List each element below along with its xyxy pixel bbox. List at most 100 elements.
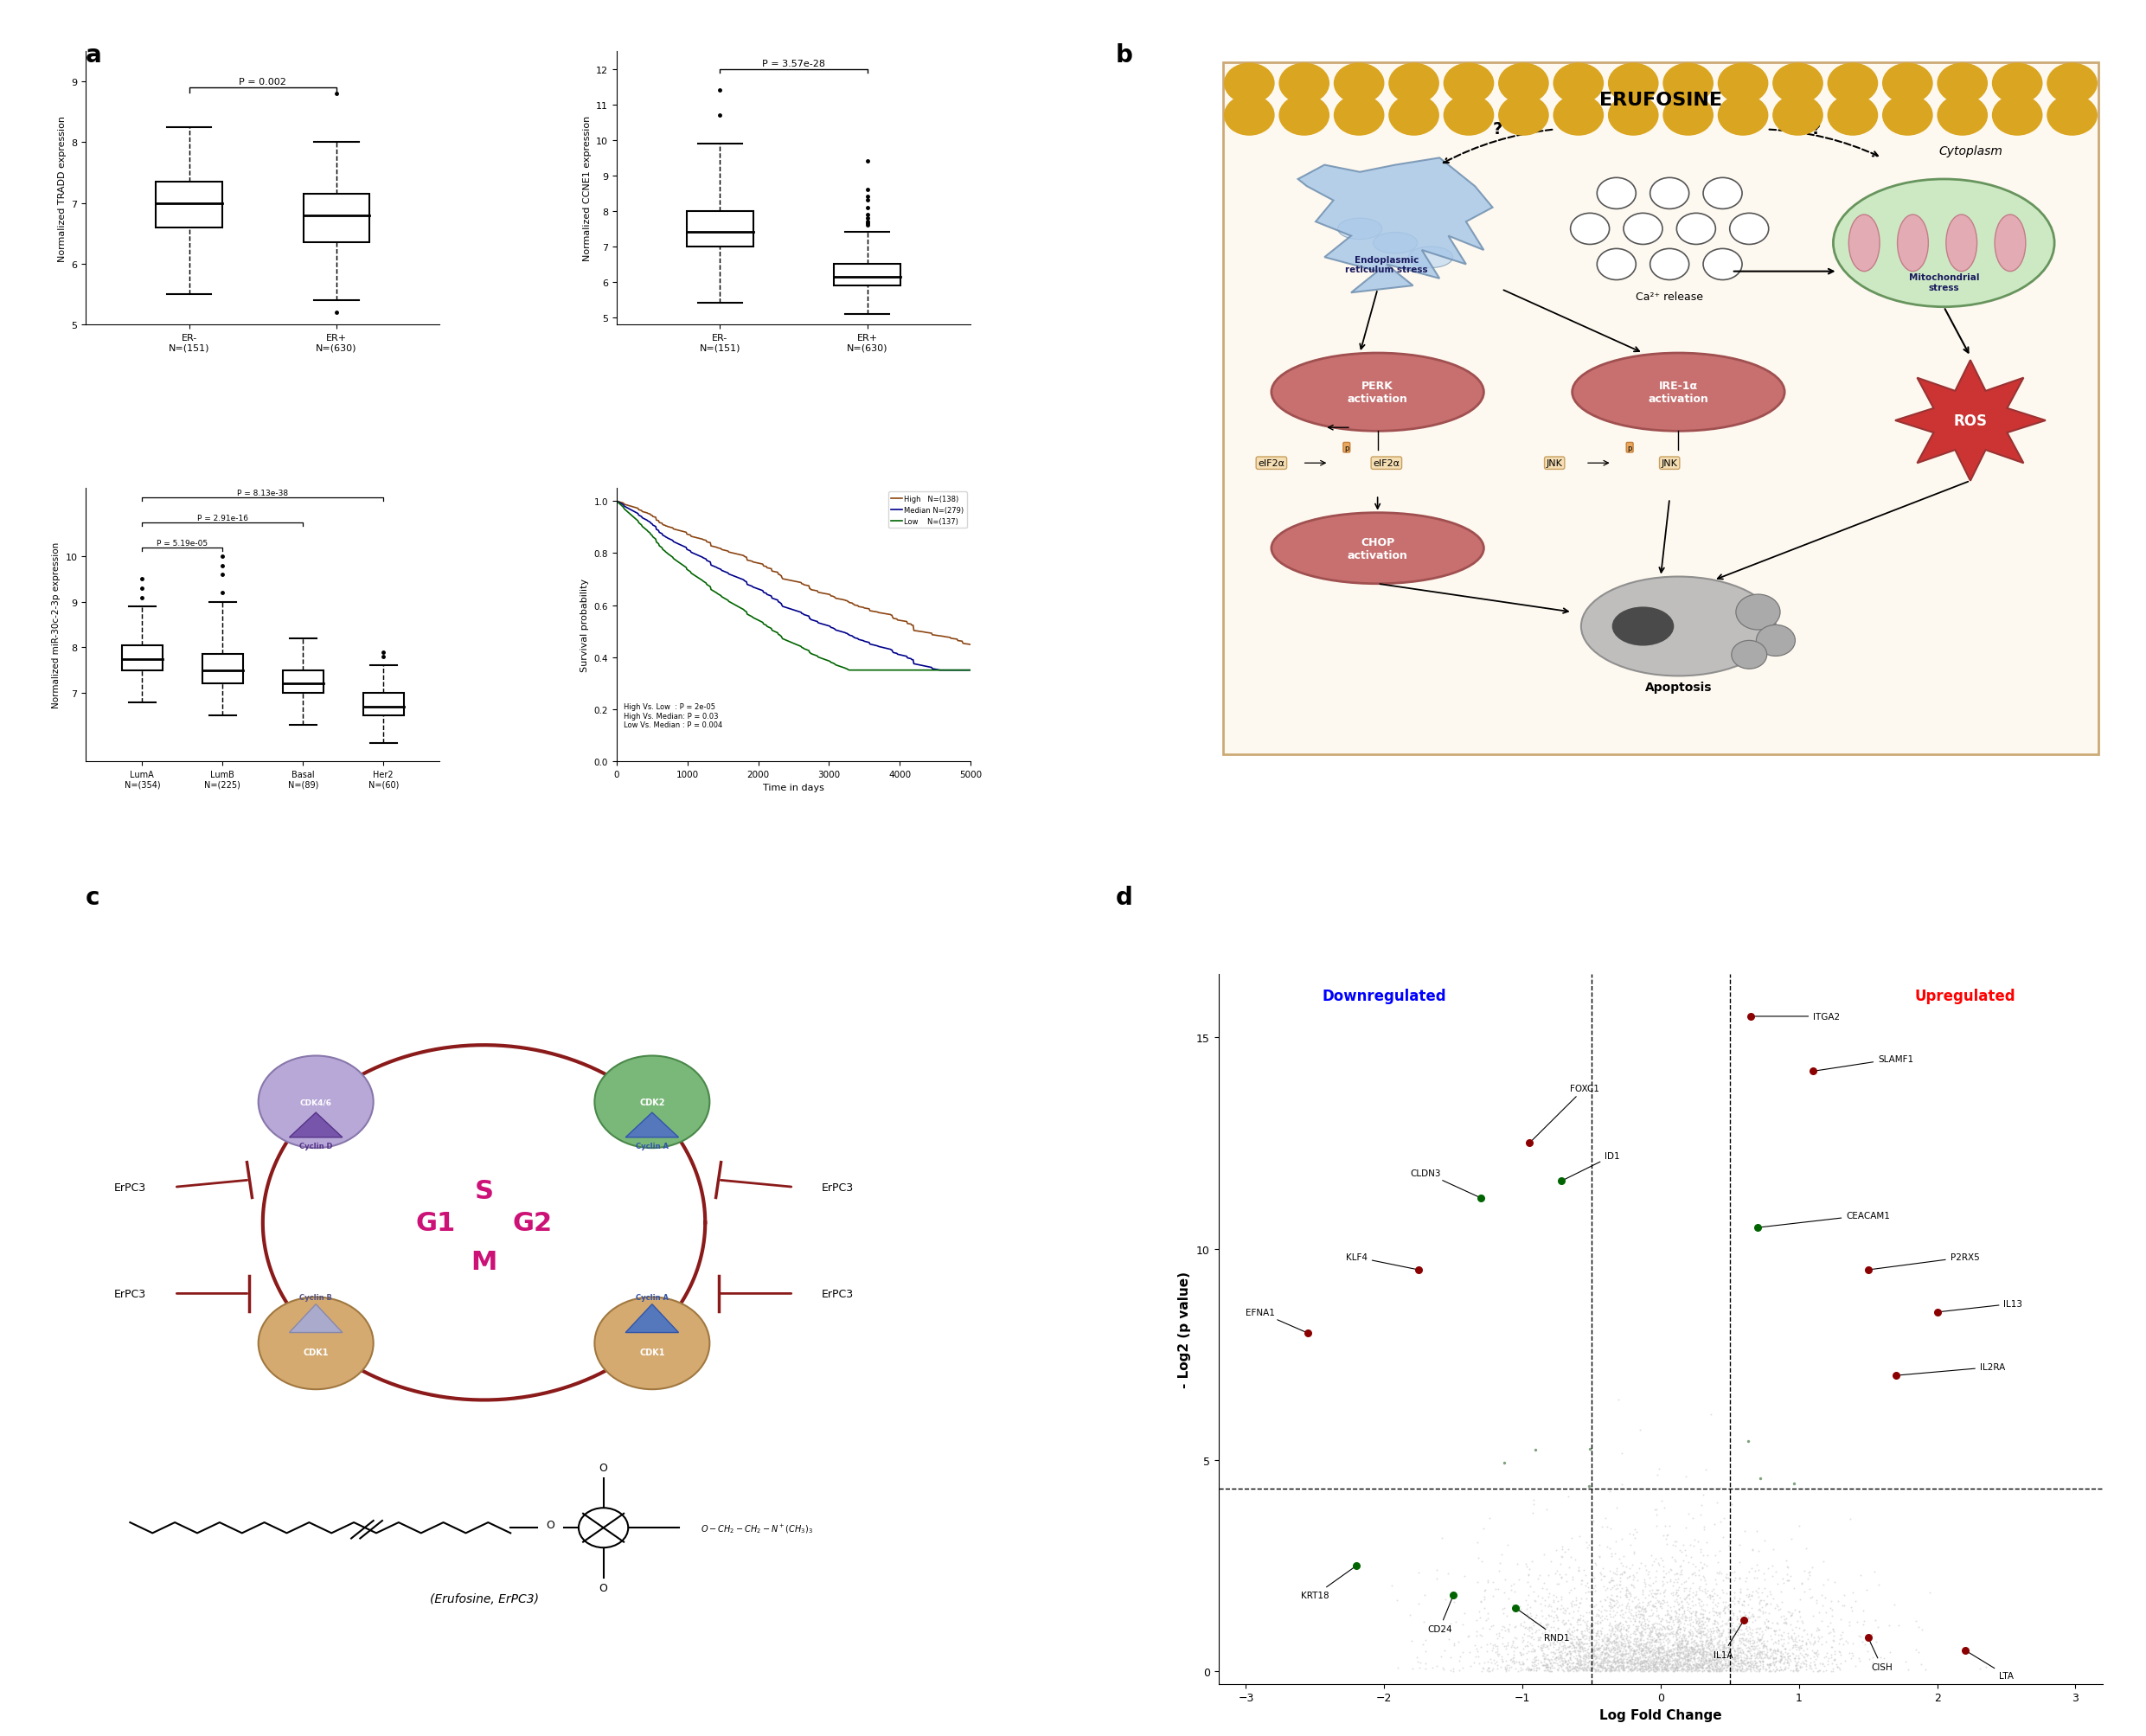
Point bbox=[1655, 1635, 1689, 1663]
Point bbox=[1406, 1630, 1440, 1658]
Point bbox=[1436, 1656, 1470, 1684]
Point bbox=[1648, 1651, 1682, 1679]
Point bbox=[1659, 1606, 1693, 1634]
Point bbox=[1672, 1623, 1706, 1651]
Point bbox=[1594, 1653, 1629, 1680]
Point bbox=[1562, 1611, 1597, 1639]
Point bbox=[1659, 1641, 1693, 1668]
Circle shape bbox=[1225, 64, 1275, 104]
Point bbox=[1697, 1646, 1732, 1674]
Point bbox=[1646, 1654, 1680, 1682]
Point bbox=[1622, 1554, 1657, 1581]
Point bbox=[1567, 1654, 1601, 1682]
Text: CHOP
activation: CHOP activation bbox=[1348, 536, 1408, 561]
Point bbox=[1627, 1639, 1661, 1667]
Point bbox=[1818, 1646, 1852, 1674]
Point bbox=[1597, 1656, 1631, 1684]
Point bbox=[1678, 1639, 1713, 1667]
Point bbox=[1601, 1592, 1635, 1620]
Point bbox=[1594, 1616, 1629, 1644]
Point bbox=[1605, 1621, 1640, 1649]
Point bbox=[1682, 1656, 1717, 1684]
Point bbox=[1584, 1620, 1618, 1647]
Point bbox=[1719, 1644, 1753, 1672]
Point bbox=[1670, 1630, 1704, 1658]
Point bbox=[1682, 1639, 1717, 1667]
Point bbox=[1603, 1647, 1637, 1675]
Point bbox=[1607, 1654, 1642, 1682]
Median N=(279) bbox=[796, 606, 822, 627]
Point bbox=[1590, 1634, 1625, 1661]
Point bbox=[1661, 1649, 1695, 1677]
Point bbox=[1607, 1641, 1642, 1668]
Point bbox=[1798, 1654, 1833, 1682]
Point bbox=[1710, 1651, 1745, 1679]
Point bbox=[1541, 1614, 1575, 1642]
Point bbox=[1672, 1635, 1706, 1663]
Point bbox=[1496, 1569, 1530, 1597]
Point bbox=[1603, 1568, 1637, 1595]
Y-axis label: Normalized miR-30c-2-3p expression: Normalized miR-30c-2-3p expression bbox=[52, 542, 60, 708]
Point bbox=[1614, 1647, 1648, 1675]
Point bbox=[1693, 1635, 1728, 1663]
Point bbox=[1672, 1637, 1706, 1665]
Point bbox=[1603, 1651, 1637, 1679]
Point bbox=[1706, 1597, 1740, 1625]
Text: d: d bbox=[1116, 885, 1133, 910]
Median N=(279) bbox=[815, 616, 841, 637]
Point bbox=[1582, 1531, 1616, 1559]
Point bbox=[1562, 1588, 1597, 1616]
Point bbox=[1618, 1592, 1652, 1620]
Point bbox=[1680, 1646, 1715, 1674]
Point bbox=[1758, 1649, 1792, 1677]
Point bbox=[1534, 1651, 1569, 1679]
Point bbox=[1605, 1646, 1640, 1674]
Point bbox=[1689, 1627, 1723, 1654]
Point bbox=[1672, 1639, 1706, 1667]
Point bbox=[1622, 1653, 1657, 1680]
Point bbox=[1766, 1625, 1800, 1653]
Point bbox=[1564, 1647, 1599, 1675]
Point bbox=[1657, 1658, 1691, 1686]
Point bbox=[1491, 1616, 1526, 1644]
Point bbox=[1633, 1639, 1667, 1667]
Point bbox=[1539, 1559, 1573, 1587]
Point bbox=[1715, 1597, 1749, 1625]
Point bbox=[1597, 1647, 1631, 1675]
Point bbox=[1670, 1637, 1704, 1665]
Point bbox=[1631, 1654, 1665, 1682]
Text: P = 2.91e-16: P = 2.91e-16 bbox=[197, 514, 249, 523]
Point bbox=[1594, 1573, 1629, 1601]
Circle shape bbox=[258, 1297, 373, 1389]
Point bbox=[1680, 1653, 1715, 1680]
Point bbox=[1627, 1646, 1661, 1674]
Circle shape bbox=[1938, 95, 1987, 135]
Point bbox=[1558, 1637, 1592, 1665]
Point bbox=[1552, 1627, 1586, 1654]
Point bbox=[1594, 1585, 1629, 1613]
Point bbox=[1685, 1642, 1719, 1670]
Point bbox=[1485, 1646, 1519, 1674]
Point bbox=[1644, 1580, 1678, 1608]
Point bbox=[1665, 1623, 1700, 1651]
Point bbox=[1489, 1656, 1524, 1684]
Point bbox=[1620, 1649, 1655, 1677]
Point bbox=[1571, 1654, 1605, 1682]
Point bbox=[1543, 1644, 1577, 1672]
Point bbox=[1659, 1628, 1693, 1656]
Point bbox=[1620, 1639, 1655, 1667]
Point bbox=[1687, 1634, 1721, 1661]
Point bbox=[1650, 1625, 1685, 1653]
Point bbox=[1777, 1644, 1811, 1672]
Point bbox=[1682, 1647, 1717, 1675]
Point bbox=[1706, 1634, 1740, 1661]
Point bbox=[1725, 1642, 1760, 1670]
Point bbox=[1597, 1627, 1631, 1654]
Point bbox=[1491, 1611, 1526, 1639]
Point bbox=[1702, 1549, 1736, 1576]
Point bbox=[1657, 1642, 1691, 1670]
Point bbox=[1648, 1639, 1682, 1667]
Point bbox=[1622, 1417, 1657, 1444]
Point bbox=[1627, 1635, 1661, 1663]
Point bbox=[1697, 1642, 1732, 1670]
